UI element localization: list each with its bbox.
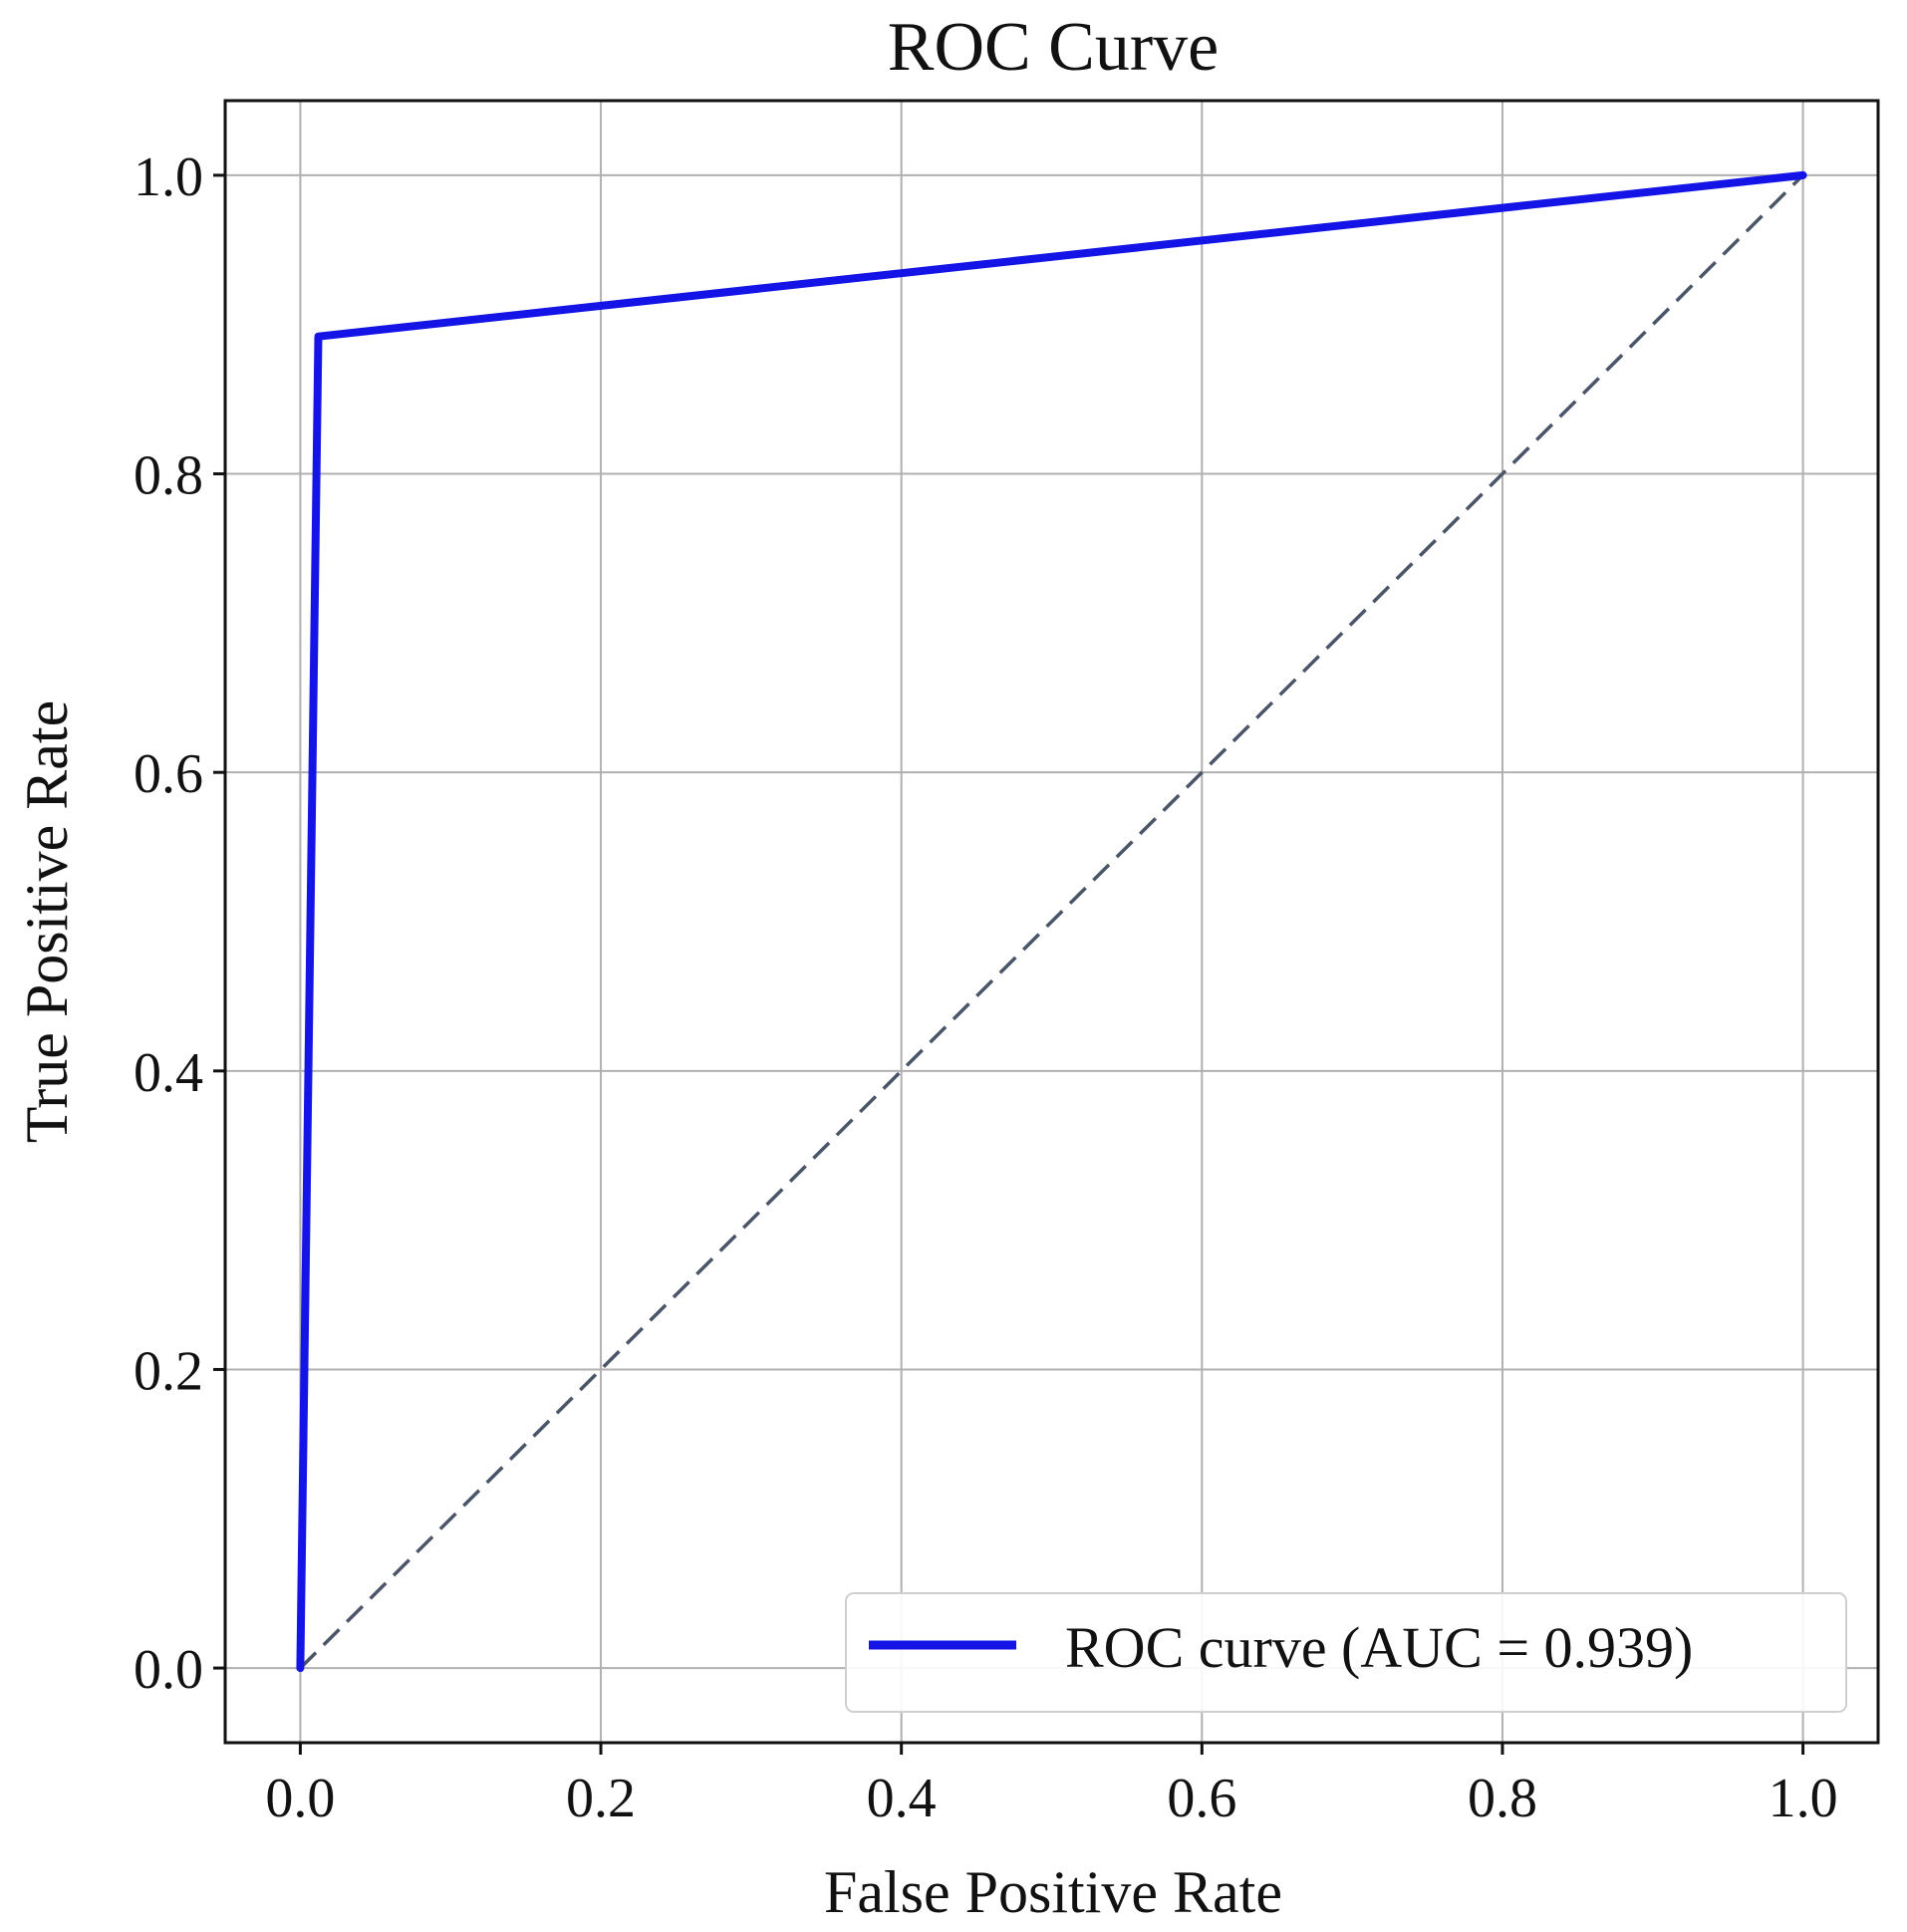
legend-label-roc: ROC curve (AUC = 0.939)	[1065, 1615, 1693, 1680]
y-tick-label: 1.0	[134, 146, 203, 208]
x-tick-label: 0.8	[1468, 1768, 1537, 1829]
series-layer	[296, 170, 1807, 1673]
y-axis: 0.0 0.2 0.4 0.6 0.8 1.0	[134, 146, 225, 1701]
roc-curve-line	[296, 170, 1807, 1673]
x-tick-label: 0.2	[566, 1768, 636, 1829]
chance-diagonal-line	[299, 173, 1804, 1670]
y-tick-label: 0.6	[134, 743, 203, 805]
y-tick-label: 0.4	[134, 1042, 203, 1104]
y-tick-label: 0.8	[134, 445, 203, 507]
y-tick-label: 0.2	[134, 1340, 203, 1402]
y-tick-label: 0.0	[134, 1639, 203, 1701]
legend-box	[845, 1592, 1847, 1713]
x-tick-label: 0.0	[265, 1768, 335, 1829]
x-tick-label: 1.0	[1769, 1768, 1838, 1829]
x-axis-label: False Positive Rate	[824, 1859, 1282, 1925]
x-tick-label: 0.4	[867, 1768, 937, 1829]
plot-frame	[223, 99, 1880, 1745]
x-axis: 0.0 0.2 0.4 0.6 0.8 1.0	[265, 1743, 1838, 1829]
legend: ROC curve (AUC = 0.939)	[845, 1592, 1847, 1713]
y-axis-label: True Positive Rate	[14, 700, 80, 1143]
x-tick-label: 0.6	[1167, 1768, 1236, 1829]
chart-title: ROC Curve	[888, 9, 1220, 86]
grid	[225, 101, 1878, 1743]
